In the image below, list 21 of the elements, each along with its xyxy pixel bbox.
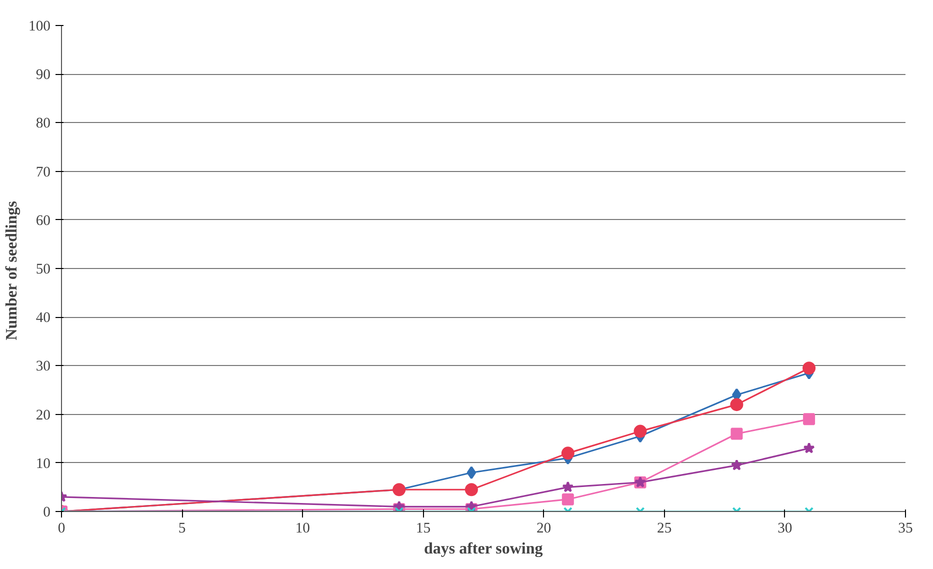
x-tick-label: 35 xyxy=(898,520,913,536)
y-tick-label: 100 xyxy=(28,18,50,34)
y-tick-label: 30 xyxy=(36,358,50,375)
x-tick-label: 25 xyxy=(657,520,672,536)
y-tick-label: 0 xyxy=(43,504,50,520)
y-tick-label: 50 xyxy=(36,262,50,278)
y-axis-title: Number of seedlings xyxy=(4,201,21,340)
y-tick-label: 90 xyxy=(36,67,50,84)
y-tick-label: 10 xyxy=(36,456,50,472)
x-tick-label: 5 xyxy=(178,520,186,536)
x-tick-label: 10 xyxy=(295,520,310,536)
x-tick-label: 30 xyxy=(778,520,792,536)
y-tick-label: 60 xyxy=(36,212,50,229)
x-axis-title: days after sowing xyxy=(424,540,543,558)
x-tick-label: 20 xyxy=(536,520,552,536)
y-tick-label: 80 xyxy=(36,116,50,132)
x-tick-label: 0 xyxy=(58,520,66,536)
y-tick-label: 40 xyxy=(36,310,50,326)
y-tick-label: 70 xyxy=(36,164,50,180)
y-tick-label: 20 xyxy=(36,407,50,424)
x-tick-label: 15 xyxy=(416,520,431,536)
